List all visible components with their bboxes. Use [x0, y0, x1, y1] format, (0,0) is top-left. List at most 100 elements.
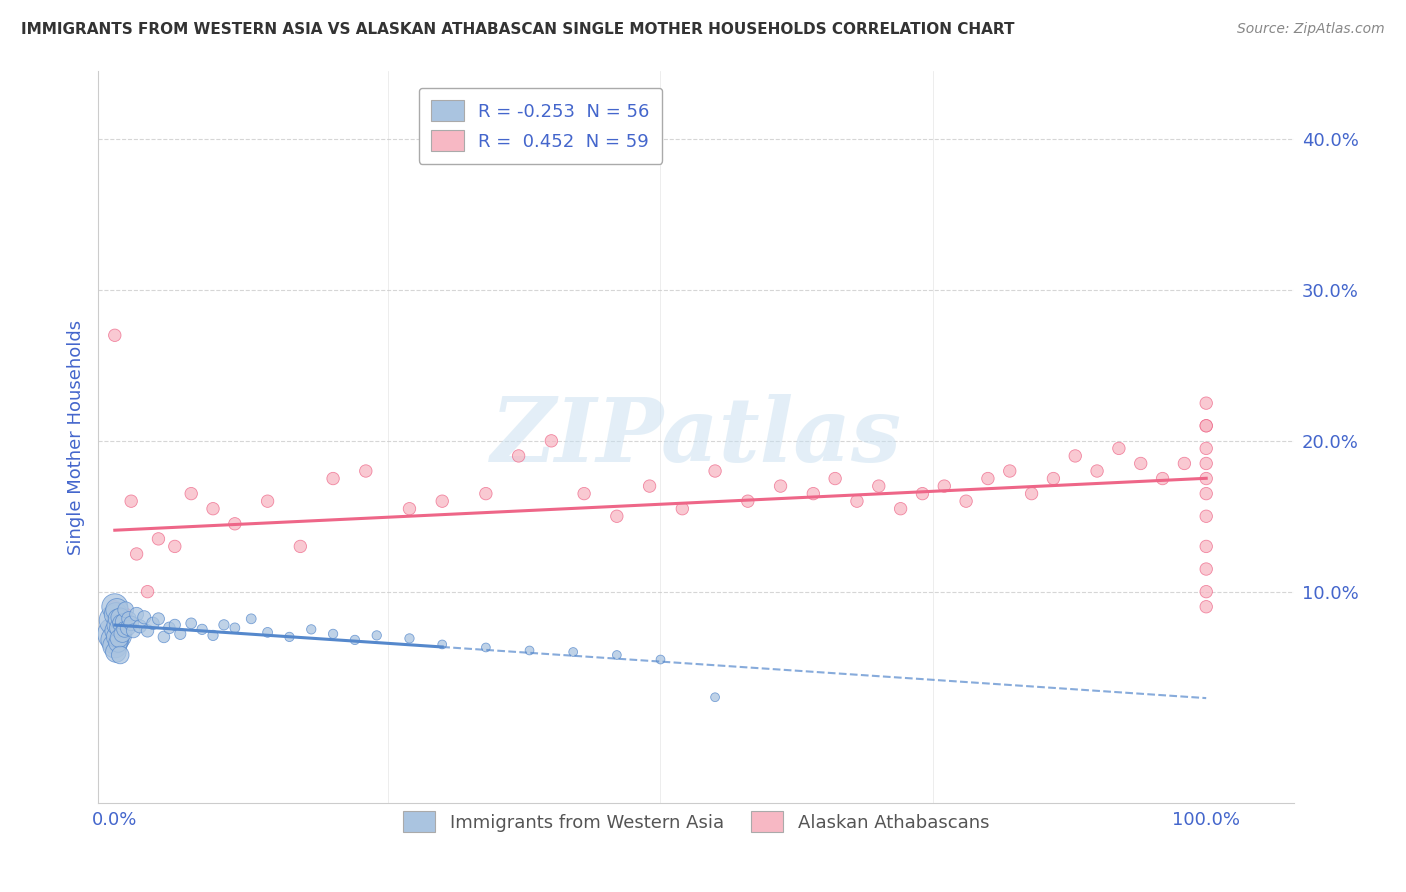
Point: [801, 486, 824, 500]
Legend: Immigrants from Western Asia, Alaskan Athabascans: Immigrants from Western Asia, Alaskan At…: [389, 799, 1002, 845]
Point: [322, 471, 344, 485]
Point: [202, 501, 225, 516]
Point: [354, 464, 377, 478]
Point: [562, 645, 585, 659]
Point: [108, 621, 131, 635]
Point: [1195, 418, 1218, 433]
Point: [104, 607, 127, 622]
Point: [1195, 486, 1218, 500]
Point: [1195, 540, 1218, 554]
Point: [104, 645, 127, 659]
Point: [104, 627, 127, 641]
Point: [1042, 471, 1064, 485]
Point: [107, 612, 129, 626]
Point: [114, 607, 136, 622]
Point: [322, 627, 344, 641]
Point: [110, 610, 132, 624]
Point: [128, 619, 150, 633]
Point: [704, 464, 727, 478]
Point: [157, 621, 180, 635]
Text: IMMIGRANTS FROM WESTERN ASIA VS ALASKAN ATHABASCAN SINGLE MOTHER HOUSEHOLDS CORR: IMMIGRANTS FROM WESTERN ASIA VS ALASKAN …: [21, 22, 1015, 37]
Point: [114, 623, 136, 637]
Point: [110, 648, 132, 662]
Point: [202, 628, 225, 642]
Point: [508, 449, 530, 463]
Point: [112, 615, 135, 629]
Point: [955, 494, 977, 508]
Point: [134, 610, 156, 624]
Point: [212, 617, 235, 632]
Point: [290, 540, 312, 554]
Point: [105, 603, 128, 617]
Point: [111, 627, 134, 641]
Point: [118, 612, 141, 626]
Point: [638, 479, 661, 493]
Point: [606, 648, 628, 662]
Point: [475, 486, 498, 500]
Point: [606, 509, 628, 524]
Point: [105, 617, 128, 632]
Point: [432, 637, 454, 651]
Point: [104, 613, 127, 627]
Point: [572, 486, 595, 500]
Y-axis label: Single Mother Households: Single Mother Households: [66, 319, 84, 555]
Point: [256, 494, 278, 508]
Text: ZIPatlas: ZIPatlas: [491, 394, 901, 480]
Point: [650, 652, 672, 666]
Point: [432, 494, 454, 508]
Point: [934, 479, 956, 493]
Point: [120, 494, 142, 508]
Point: [1195, 396, 1218, 410]
Point: [122, 624, 145, 638]
Point: [104, 599, 127, 614]
Point: [343, 632, 366, 647]
Point: [1085, 464, 1108, 478]
Point: [824, 471, 846, 485]
Point: [1129, 457, 1152, 471]
Point: [540, 434, 562, 448]
Point: [1195, 471, 1218, 485]
Point: [110, 623, 132, 637]
Point: [110, 616, 132, 631]
Point: [1195, 584, 1218, 599]
Point: [299, 623, 322, 637]
Point: [890, 501, 912, 516]
Point: [737, 494, 759, 508]
Point: [107, 636, 129, 650]
Point: [671, 501, 693, 516]
Text: Source: ZipAtlas.com: Source: ZipAtlas.com: [1237, 22, 1385, 37]
Point: [998, 464, 1021, 478]
Point: [868, 479, 890, 493]
Point: [1195, 599, 1218, 614]
Point: [125, 607, 148, 622]
Point: [136, 584, 159, 599]
Point: [163, 540, 186, 554]
Point: [1021, 486, 1043, 500]
Point: [163, 617, 186, 632]
Point: [180, 486, 202, 500]
Point: [977, 471, 1000, 485]
Point: [104, 328, 127, 343]
Point: [769, 479, 792, 493]
Point: [398, 632, 420, 646]
Point: [1064, 449, 1087, 463]
Point: [1195, 442, 1218, 456]
Point: [278, 630, 301, 644]
Point: [104, 632, 127, 647]
Point: [104, 639, 127, 653]
Point: [114, 603, 136, 617]
Point: [1195, 509, 1218, 524]
Point: [519, 643, 541, 657]
Point: [911, 486, 934, 500]
Point: [108, 632, 131, 646]
Point: [845, 494, 868, 508]
Point: [153, 630, 176, 644]
Point: [180, 616, 202, 631]
Point: [366, 628, 388, 642]
Point: [104, 599, 127, 614]
Point: [1195, 457, 1218, 471]
Point: [142, 616, 165, 631]
Point: [1195, 562, 1218, 576]
Point: [1152, 471, 1174, 485]
Point: [148, 532, 170, 546]
